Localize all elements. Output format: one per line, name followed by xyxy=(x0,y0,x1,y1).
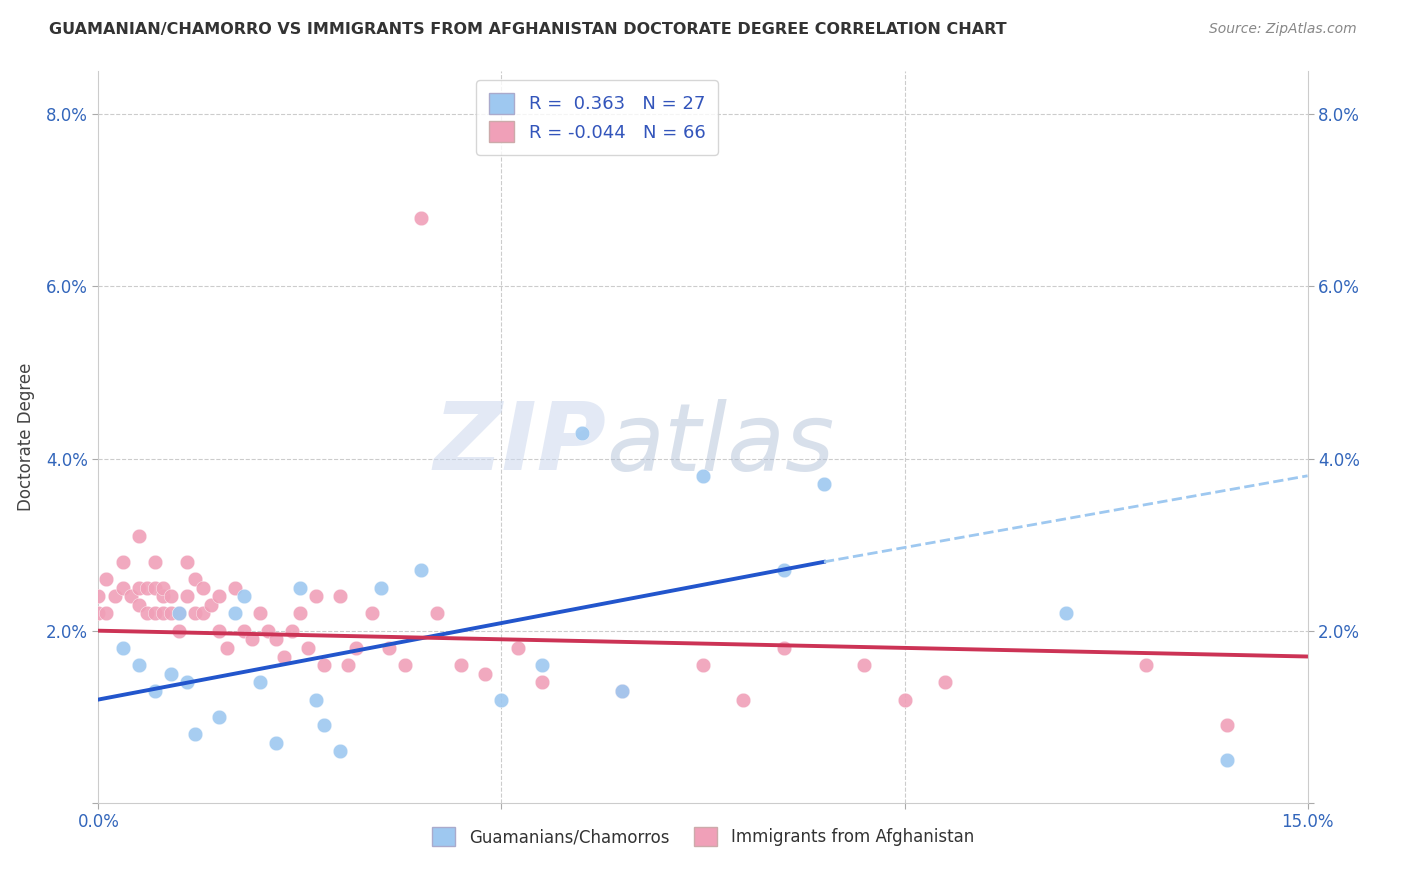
Point xyxy=(530,675,553,690)
Point xyxy=(208,710,231,724)
Point xyxy=(103,589,125,603)
Point xyxy=(426,607,449,621)
Point xyxy=(176,675,198,690)
Point xyxy=(853,658,876,673)
Point xyxy=(772,640,794,655)
Point xyxy=(288,607,311,621)
Point xyxy=(772,564,794,578)
Point xyxy=(128,598,150,612)
Point xyxy=(273,649,295,664)
Point xyxy=(184,727,207,741)
Point xyxy=(152,581,174,595)
Point xyxy=(120,589,142,603)
Point xyxy=(167,607,190,621)
Point xyxy=(692,658,714,673)
Point xyxy=(1135,658,1157,673)
Point xyxy=(111,581,134,595)
Point xyxy=(128,658,150,673)
Point xyxy=(256,624,278,638)
Text: atlas: atlas xyxy=(606,399,835,490)
Point xyxy=(176,589,198,603)
Point xyxy=(409,211,432,225)
Point xyxy=(361,607,384,621)
Point xyxy=(143,555,166,569)
Point xyxy=(1216,753,1239,767)
Point xyxy=(934,675,956,690)
Point xyxy=(530,658,553,673)
Point xyxy=(87,607,110,621)
Point xyxy=(96,572,118,586)
Point xyxy=(692,468,714,483)
Point xyxy=(208,589,231,603)
Point xyxy=(143,607,166,621)
Point xyxy=(152,589,174,603)
Point xyxy=(450,658,472,673)
Point xyxy=(176,555,198,569)
Point xyxy=(208,624,231,638)
Point xyxy=(200,598,222,612)
Point xyxy=(612,684,634,698)
Point xyxy=(135,607,157,621)
Point xyxy=(314,718,336,732)
Point xyxy=(217,640,239,655)
Point xyxy=(733,692,755,706)
Point xyxy=(571,425,593,440)
Point xyxy=(264,632,287,647)
Point xyxy=(184,572,207,586)
Point xyxy=(96,607,118,621)
Point xyxy=(224,607,246,621)
Y-axis label: Doctorate Degree: Doctorate Degree xyxy=(17,363,35,511)
Point xyxy=(305,589,328,603)
Point xyxy=(160,666,183,681)
Point xyxy=(224,581,246,595)
Point xyxy=(813,477,835,491)
Point xyxy=(128,581,150,595)
Point xyxy=(893,692,915,706)
Point xyxy=(232,624,254,638)
Point xyxy=(337,658,360,673)
Point xyxy=(370,581,392,595)
Point xyxy=(111,555,134,569)
Point xyxy=(111,640,134,655)
Point xyxy=(344,640,367,655)
Point xyxy=(160,607,183,621)
Text: ZIP: ZIP xyxy=(433,399,606,491)
Point xyxy=(143,684,166,698)
Point xyxy=(281,624,304,638)
Point xyxy=(288,581,311,595)
Point xyxy=(232,589,254,603)
Point xyxy=(167,624,190,638)
Point xyxy=(612,684,634,698)
Point xyxy=(377,640,399,655)
Point xyxy=(305,692,328,706)
Point xyxy=(160,589,183,603)
Point xyxy=(1054,607,1077,621)
Point xyxy=(474,666,496,681)
Point xyxy=(329,589,352,603)
Text: GUAMANIAN/CHAMORRO VS IMMIGRANTS FROM AFGHANISTAN DOCTORATE DEGREE CORRELATION C: GUAMANIAN/CHAMORRO VS IMMIGRANTS FROM AF… xyxy=(49,22,1007,37)
Point xyxy=(152,607,174,621)
Point xyxy=(240,632,263,647)
Legend: Guamanians/Chamorros, Immigrants from Afghanistan: Guamanians/Chamorros, Immigrants from Af… xyxy=(425,821,981,853)
Point xyxy=(506,640,529,655)
Point xyxy=(193,607,215,621)
Point xyxy=(491,692,513,706)
Point xyxy=(135,581,157,595)
Point xyxy=(143,581,166,595)
Point xyxy=(394,658,416,673)
Point xyxy=(128,529,150,543)
Point xyxy=(409,564,432,578)
Point xyxy=(249,607,271,621)
Point xyxy=(314,658,336,673)
Point xyxy=(329,744,352,758)
Point xyxy=(297,640,319,655)
Point xyxy=(264,735,287,749)
Point xyxy=(87,589,110,603)
Text: Source: ZipAtlas.com: Source: ZipAtlas.com xyxy=(1209,22,1357,37)
Point xyxy=(193,581,215,595)
Point xyxy=(249,675,271,690)
Point xyxy=(184,607,207,621)
Point xyxy=(1216,718,1239,732)
Point xyxy=(167,607,190,621)
